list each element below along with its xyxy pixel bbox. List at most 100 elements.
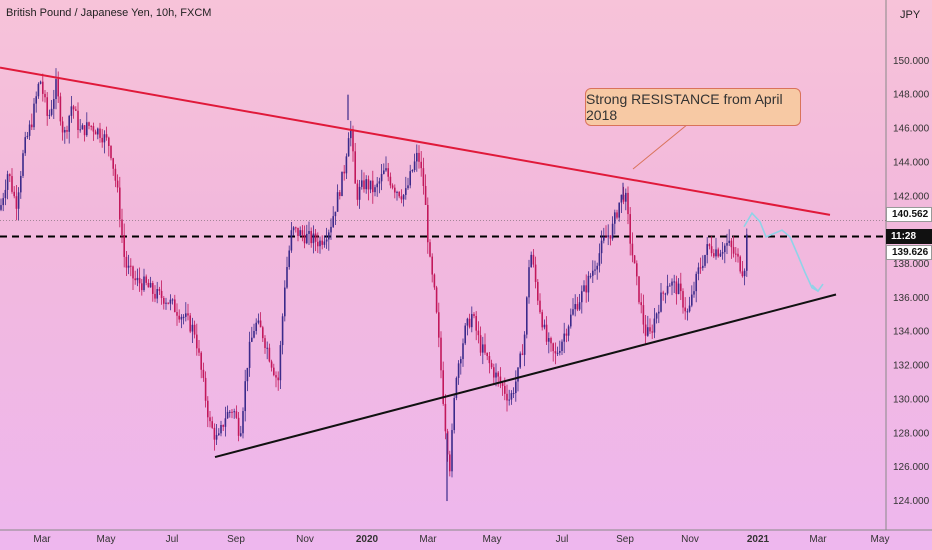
candle-body xyxy=(61,121,64,133)
candle-body xyxy=(565,333,568,336)
candle-body xyxy=(552,343,554,352)
candle-body xyxy=(26,135,29,138)
candle-body xyxy=(682,291,684,308)
candle-body xyxy=(37,83,40,97)
candle-body xyxy=(44,93,46,98)
candle-body xyxy=(176,312,178,316)
candle-body xyxy=(356,183,359,200)
candle-body xyxy=(325,239,328,242)
candle-body xyxy=(328,232,330,240)
candle-body xyxy=(182,316,185,318)
candle-body xyxy=(383,170,385,174)
candle-body xyxy=(68,115,70,132)
candle-body xyxy=(631,243,634,256)
candle-body xyxy=(583,285,585,292)
candle-body xyxy=(438,312,440,338)
candle-body xyxy=(420,161,422,169)
candle-body xyxy=(253,331,255,338)
candle-body xyxy=(570,314,572,327)
candle-body xyxy=(561,341,563,352)
candle-body xyxy=(512,393,515,395)
candle-body xyxy=(303,234,306,244)
candle-body xyxy=(675,281,678,295)
candle-body xyxy=(508,399,510,401)
candle-body xyxy=(614,212,616,224)
candle-body xyxy=(13,191,15,197)
candle-body xyxy=(196,334,198,349)
candle-body xyxy=(741,271,744,277)
candle-body xyxy=(589,275,592,277)
candle-body xyxy=(264,338,266,349)
candle-body xyxy=(39,81,42,84)
candle-body xyxy=(341,171,343,196)
x-tick-label: Nov xyxy=(296,534,314,545)
candle-body xyxy=(642,305,645,325)
candle-body xyxy=(739,256,741,272)
candle-body xyxy=(724,245,726,253)
candle-body xyxy=(0,205,2,210)
candle-body xyxy=(275,375,277,378)
candle-body xyxy=(222,424,224,427)
candle-body xyxy=(636,263,638,277)
candle-body xyxy=(567,326,570,336)
candle-body xyxy=(156,289,158,299)
candle-body xyxy=(517,367,519,382)
candle-body xyxy=(224,418,227,427)
candle-body xyxy=(66,129,68,132)
candle-body xyxy=(526,297,528,335)
candle-body xyxy=(202,369,205,378)
candle-body xyxy=(534,264,537,282)
candle-body xyxy=(464,325,466,344)
candle-body xyxy=(147,282,150,288)
candle-body xyxy=(609,235,612,239)
candle-body xyxy=(35,96,37,104)
candle-body xyxy=(308,230,310,234)
candle-body xyxy=(125,256,128,268)
candle-body xyxy=(435,287,438,313)
candle-body xyxy=(20,175,22,193)
candle-body xyxy=(519,353,521,368)
y-tick-label: 128.000 xyxy=(893,428,930,439)
candle-body xyxy=(266,347,268,349)
candle-body xyxy=(479,335,482,353)
candle-body xyxy=(691,294,693,306)
candle-body xyxy=(251,337,253,342)
candle-body xyxy=(596,265,598,270)
candle-body xyxy=(367,179,370,190)
candle-body xyxy=(501,383,504,386)
candle-body xyxy=(653,318,656,333)
candle-body xyxy=(319,240,321,247)
candle-body xyxy=(677,283,680,295)
y-tick-label: 134.000 xyxy=(893,327,930,338)
candle-body xyxy=(378,181,381,184)
candle-body xyxy=(55,79,57,100)
candle-body xyxy=(363,180,365,190)
candle-body xyxy=(281,316,284,346)
y-tick-label: 148.000 xyxy=(893,90,930,101)
candle-body xyxy=(314,233,317,242)
candle-body xyxy=(713,253,715,257)
x-tick-label: 2021 xyxy=(747,534,770,545)
y-tick-label: 136.000 xyxy=(893,293,930,304)
candle-body xyxy=(248,341,251,368)
candle-body xyxy=(493,367,495,378)
candle-body xyxy=(28,124,31,136)
candle-body xyxy=(215,434,218,440)
candle-body xyxy=(411,169,414,172)
candle-body xyxy=(543,324,546,328)
candle-body xyxy=(105,134,108,138)
candle-body xyxy=(246,367,249,382)
candle-body xyxy=(110,145,112,159)
candle-body xyxy=(664,293,667,295)
candle-body xyxy=(658,311,660,314)
candle-body xyxy=(633,255,636,264)
candle-body xyxy=(576,304,579,310)
candle-body xyxy=(402,194,405,200)
candle-body xyxy=(486,352,488,357)
y-tick-label: 138.000 xyxy=(893,259,930,270)
resistance-callout[interactable]: Strong RESISTANCE from April 2018 xyxy=(585,88,801,126)
candle-body xyxy=(365,179,367,190)
candle-body xyxy=(559,351,561,353)
candle-body xyxy=(598,253,601,266)
